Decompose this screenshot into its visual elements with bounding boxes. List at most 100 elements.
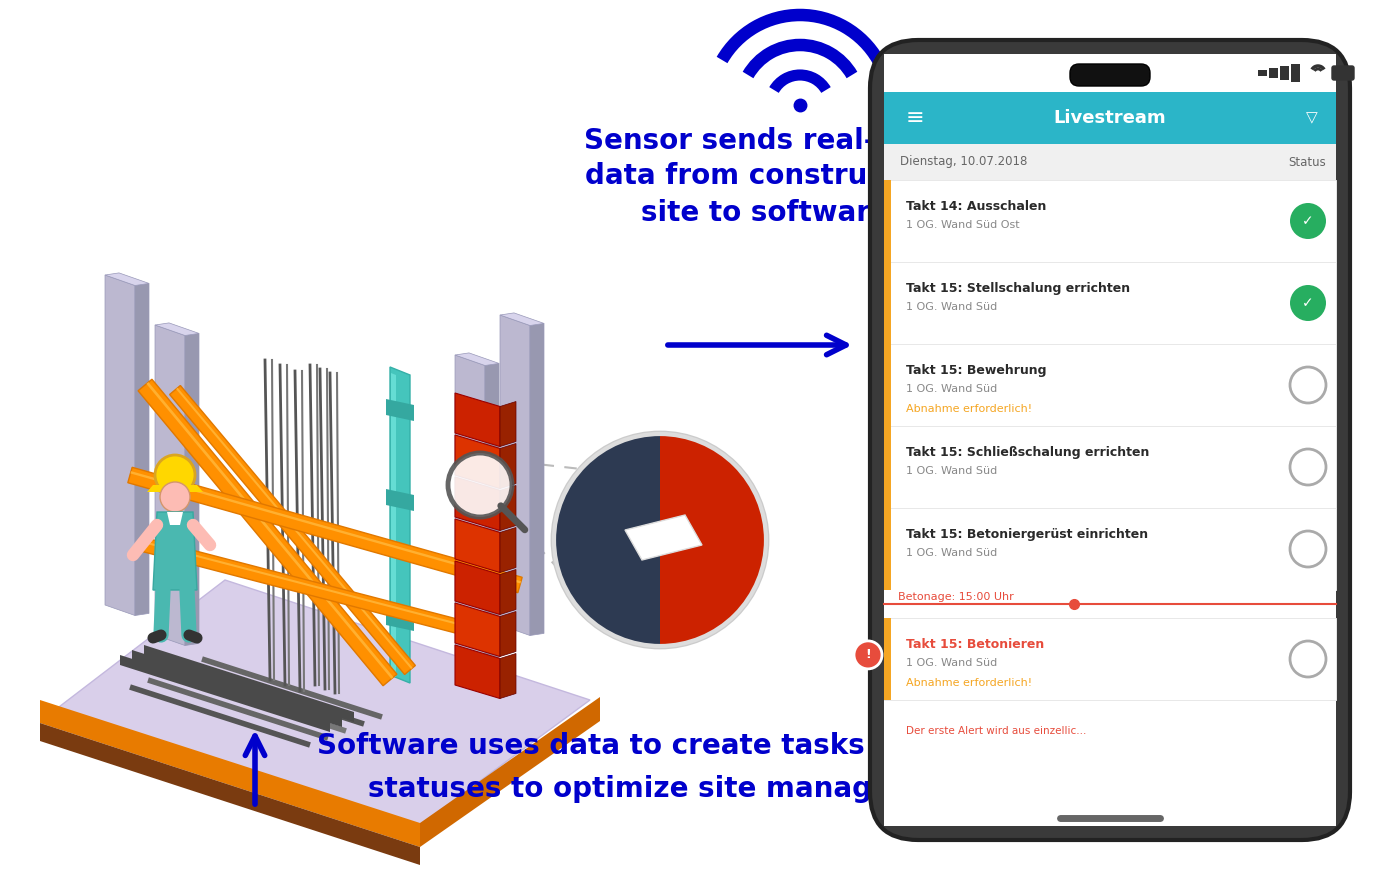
Polygon shape: [143, 538, 512, 647]
Text: Takt 15: Stellschalung errichten: Takt 15: Stellschalung errichten: [906, 282, 1130, 295]
Bar: [883, 262, 1336, 344]
Bar: [883, 180, 890, 262]
Bar: [883, 344, 1336, 426]
Polygon shape: [500, 486, 517, 530]
Polygon shape: [455, 393, 500, 446]
Wedge shape: [554, 434, 659, 646]
Bar: [1259, 70, 1267, 76]
Polygon shape: [153, 512, 197, 590]
Bar: [883, 180, 1336, 262]
Polygon shape: [144, 645, 354, 722]
Polygon shape: [500, 315, 531, 635]
Bar: [883, 508, 1336, 590]
Polygon shape: [386, 399, 414, 421]
Text: Takt 15: Betonieren: Takt 15: Betonieren: [906, 638, 1044, 651]
Text: Abnahme erforderlich!: Abnahme erforderlich!: [906, 404, 1032, 414]
Polygon shape: [500, 654, 517, 698]
Polygon shape: [386, 609, 414, 631]
Text: Abnahme erforderlich!: Abnahme erforderlich!: [906, 678, 1032, 688]
Text: statuses to optimize site management: statuses to optimize site management: [368, 775, 972, 803]
Text: ▽: ▽: [1306, 110, 1317, 125]
Circle shape: [448, 453, 512, 517]
Polygon shape: [455, 561, 500, 614]
Text: ≡: ≡: [906, 108, 924, 128]
Polygon shape: [127, 467, 522, 592]
Text: Takt 15: Betoniergerüst einrichten: Takt 15: Betoniergerüst einrichten: [906, 528, 1148, 541]
Text: 1 OG. Wand Süd Ost: 1 OG. Wand Süd Ost: [906, 220, 1019, 230]
Polygon shape: [420, 697, 601, 847]
Polygon shape: [41, 700, 420, 847]
Polygon shape: [146, 542, 511, 639]
Polygon shape: [391, 373, 396, 677]
Text: Status: Status: [1288, 156, 1326, 169]
Polygon shape: [147, 382, 393, 679]
Polygon shape: [455, 435, 500, 488]
Polygon shape: [155, 323, 199, 335]
Polygon shape: [132, 650, 342, 727]
Circle shape: [854, 640, 882, 668]
Polygon shape: [386, 489, 414, 511]
Text: ✓: ✓: [1302, 296, 1313, 310]
Polygon shape: [624, 515, 701, 560]
Polygon shape: [185, 333, 199, 646]
Text: Takt 15: Bewehrung: Takt 15: Bewehrung: [906, 364, 1047, 377]
Bar: [883, 722, 1336, 826]
Polygon shape: [455, 519, 500, 572]
Bar: [883, 618, 1336, 700]
Text: Takt 15: Schließschalung errichten: Takt 15: Schließschalung errichten: [906, 446, 1149, 459]
Polygon shape: [455, 645, 500, 698]
FancyBboxPatch shape: [1070, 64, 1149, 86]
Polygon shape: [139, 379, 398, 686]
Text: 1 OG. Wand Süd: 1 OG. Wand Süd: [906, 384, 997, 394]
Circle shape: [155, 455, 195, 495]
Polygon shape: [155, 325, 185, 646]
Text: data from construction: data from construction: [585, 162, 945, 190]
Bar: [1280, 66, 1289, 80]
FancyBboxPatch shape: [869, 40, 1350, 840]
Circle shape: [552, 432, 769, 648]
FancyBboxPatch shape: [1331, 66, 1354, 80]
Bar: [883, 262, 890, 344]
Polygon shape: [500, 570, 517, 614]
Bar: [883, 426, 1336, 508]
Polygon shape: [176, 388, 413, 669]
Text: site to software: site to software: [641, 199, 889, 227]
FancyBboxPatch shape: [883, 54, 1336, 826]
Text: 1 OG. Wand Süd: 1 OG. Wand Süd: [906, 548, 997, 558]
Polygon shape: [120, 655, 330, 732]
Bar: [1291, 64, 1301, 82]
Circle shape: [160, 482, 190, 512]
Polygon shape: [391, 367, 410, 683]
Polygon shape: [105, 275, 134, 615]
Polygon shape: [531, 324, 545, 635]
Text: Software uses data to create tasks and track: Software uses data to create tasks and t…: [316, 732, 1023, 760]
Polygon shape: [500, 313, 545, 326]
Polygon shape: [500, 402, 517, 446]
Text: 1 OG. Wand Süd: 1 OG. Wand Süd: [906, 658, 997, 668]
Text: Betonage: 15:00 Uhr: Betonage: 15:00 Uhr: [897, 592, 1014, 602]
Polygon shape: [105, 273, 148, 285]
Bar: [883, 590, 1336, 618]
Polygon shape: [484, 363, 498, 666]
Polygon shape: [455, 603, 500, 656]
Wedge shape: [659, 434, 766, 646]
Bar: [883, 508, 890, 590]
Polygon shape: [130, 471, 521, 584]
Text: Dienstag, 10.07.2018: Dienstag, 10.07.2018: [900, 156, 1028, 169]
Polygon shape: [500, 528, 517, 572]
Text: !: !: [865, 648, 871, 662]
Text: Sensor sends real-time: Sensor sends real-time: [584, 127, 946, 155]
Polygon shape: [455, 353, 498, 366]
Polygon shape: [55, 580, 589, 825]
Polygon shape: [455, 477, 500, 530]
Text: ✓: ✓: [1302, 214, 1313, 228]
Bar: [883, 618, 890, 700]
Text: 9:41: 9:41: [1092, 66, 1127, 80]
Bar: [883, 426, 890, 508]
Text: 1 OG. Wand Süd: 1 OG. Wand Süd: [906, 302, 997, 312]
Text: 1 OG. Wand Süd: 1 OG. Wand Süd: [906, 466, 997, 476]
Bar: [1268, 68, 1278, 78]
Polygon shape: [134, 284, 148, 615]
Polygon shape: [500, 612, 517, 656]
Bar: [883, 344, 890, 426]
